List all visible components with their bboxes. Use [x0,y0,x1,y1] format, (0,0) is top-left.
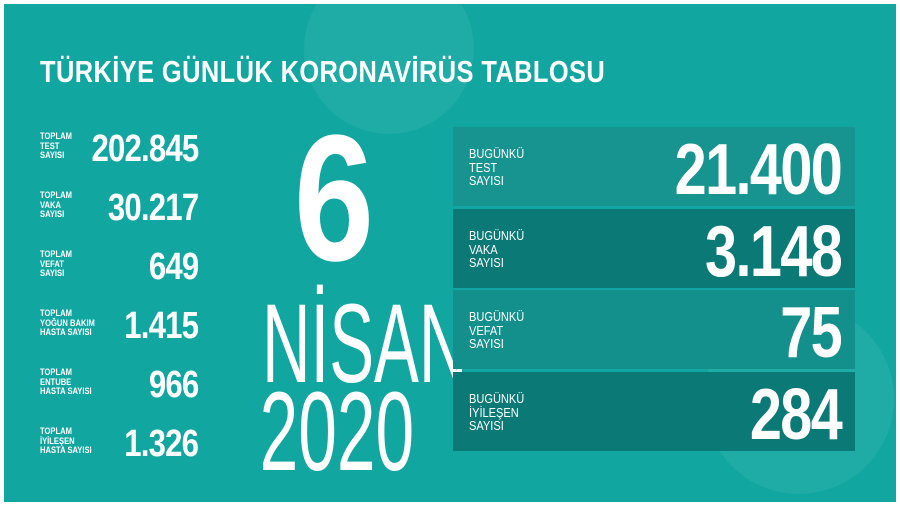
total-value: 202.845 [91,128,199,170]
daily-cases-box: BUGÜNKÜ VAKA SAYISI 3.148 [453,209,855,292]
total-intubated: TOPLAM ENTUBE HASTA SAYISI 966 [40,364,199,408]
total-label: TOPLAM İYİLEŞEN HASTA SAYISI [40,426,92,456]
daily-label: BUGÜNKÜ TEST SAYISI [469,146,525,188]
date-month: NİSAN [262,281,468,406]
total-label: TOPLAM VEFAT SAYISI [40,249,72,279]
total-value: 1.326 [124,423,199,465]
daily-recovered-box: BUGÜNKÜ İYİLEŞEN SAYISI 284 [453,372,855,455]
date-year: 2020 [259,369,415,494]
total-value: 30.217 [107,187,199,229]
date-day: 6 [293,98,375,299]
daily-test-box: BUGÜNKÜ TEST SAYISI 21.400 [453,127,855,210]
daily-label: BUGÜNKÜ İYİLEŞEN SAYISI [469,391,525,433]
total-recovered: TOPLAM İYİLEŞEN HASTA SAYISI 1.326 [40,423,199,467]
teal-panel: TÜRKİYE GÜNLÜK KORONAVİRÜS TABLOSU TOPLA… [4,4,896,502]
page-title: TÜRKİYE GÜNLÜK KORONAVİRÜS TABLOSU [40,54,606,89]
daily-value: 21.400 [674,130,842,210]
total-cases: TOPLAM VAKA SAYISI 30.217 [40,187,199,231]
virus-decoration-icon [304,4,474,134]
total-value: 966 [148,364,198,406]
total-label: TOPLAM VAKA SAYISI [40,190,72,220]
daily-label: BUGÜNKÜ VEFAT SAYISI [469,309,525,351]
total-value: 649 [148,246,198,288]
daily-value: 284 [749,375,843,455]
daily-label: BUGÜNKÜ VAKA SAYISI [469,228,525,270]
daily-value: 3.148 [704,212,843,292]
daily-value: 75 [780,293,842,373]
total-test: TOPLAM TEST SAYISI 202.845 [40,128,199,172]
daily-deaths-box: BUGÜNKÜ VEFAT SAYISI 75 [453,290,855,373]
total-label: TOPLAM ENTUBE HASTA SAYISI [40,367,92,397]
total-value: 1.415 [124,305,199,347]
total-deaths: TOPLAM VEFAT SAYISI 649 [40,246,199,290]
total-label: TOPLAM YOĞUN BAKIM HASTA SAYISI [40,308,95,338]
total-label: TOPLAM TEST SAYISI [40,131,72,161]
total-icu: TOPLAM YOĞUN BAKIM HASTA SAYISI 1.415 [40,305,199,349]
